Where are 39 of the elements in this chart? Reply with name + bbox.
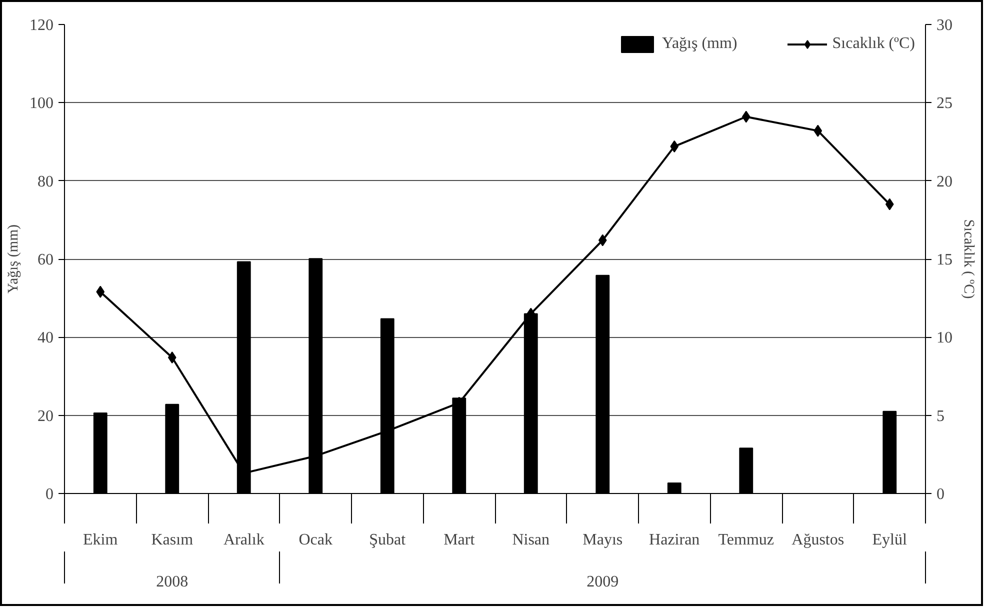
y-tick-label: 60: [38, 252, 54, 268]
text: 2008: [156, 574, 188, 590]
y2-tick-label: 5: [936, 408, 944, 425]
legend-label: Yağış (mm): [662, 35, 738, 53]
point: [96, 286, 105, 298]
y2-axis-title: Sıcaklık ( ºC): [960, 219, 976, 299]
y2-tick-label: 20: [936, 173, 952, 190]
x-tick-label: Eylül: [872, 532, 908, 548]
x-tick-label: Mart: [444, 532, 476, 548]
y2-tick-label: 25: [936, 95, 952, 112]
y-tick-label: 120: [30, 17, 54, 34]
y-tick-label: 20: [38, 408, 54, 425]
point: [742, 110, 750, 123]
text: 2009: [586, 574, 619, 590]
y2-tick-label: 15: [936, 252, 952, 268]
y-axis-title: Yağış (mm): [6, 224, 22, 294]
legend-label: Sıcaklık (ºC): [832, 35, 915, 53]
point: [885, 198, 894, 210]
x-tick-label: Aralık: [223, 532, 264, 548]
point: [168, 351, 176, 364]
y-tick-label: 40: [38, 330, 54, 347]
x-tick-label: Haziran: [649, 532, 700, 548]
point: [670, 140, 679, 152]
point: [814, 124, 822, 137]
x-tick-label: Şubat: [369, 532, 406, 548]
y2-tick-label: 10: [936, 330, 952, 347]
x-tick-label: Ekim: [83, 532, 118, 548]
point: [598, 234, 607, 246]
y-tick-label: 0: [46, 486, 54, 503]
y-tick-label: 80: [38, 173, 54, 190]
y2-tick-label: 30: [936, 17, 952, 34]
x-tick-label: Temmuz: [718, 532, 774, 548]
y2-tick-label: 0: [936, 486, 944, 503]
x-tick-label: Kasım: [151, 532, 194, 548]
x-tick-label: Mayıs: [582, 532, 623, 548]
x-tick-label: Ocak: [298, 532, 333, 548]
x-tick-label: Ağustos: [792, 532, 844, 548]
x-tick-label: Nisan: [512, 532, 550, 548]
y-tick-label: 100: [30, 95, 54, 112]
